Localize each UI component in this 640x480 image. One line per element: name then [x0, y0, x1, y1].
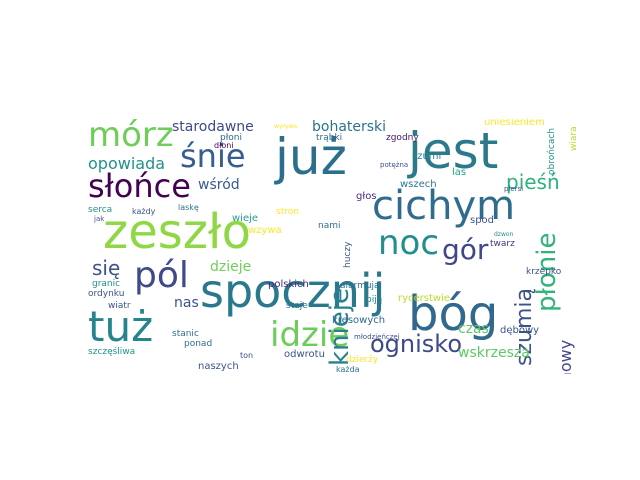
word-serca: serca — [88, 205, 113, 215]
word-twarz: twarz — [490, 239, 515, 249]
word-potezna: potężna — [380, 161, 409, 169]
word-nas: nas — [174, 295, 199, 311]
word-nami: nami — [318, 221, 341, 231]
word-spod: spod — [470, 215, 495, 226]
word-kazda: każda — [336, 365, 360, 374]
word-snie: śnie — [180, 137, 246, 175]
word-sie: się — [92, 256, 121, 280]
word-dzierzy: dzierży — [346, 355, 379, 365]
word-obroncach: obrońcach — [547, 128, 557, 176]
word-debowy: dębowy — [500, 325, 540, 336]
word-dzwon: dzwon — [494, 231, 514, 238]
word-bija: biją — [366, 295, 383, 305]
word-tuz: tuż — [88, 302, 154, 351]
word-wsrod: wśród — [198, 177, 240, 193]
word-piesn: pieśń — [506, 170, 560, 194]
word-wszech: wszech — [400, 179, 437, 190]
word-rycerstwie: rycerstwie — [398, 293, 451, 304]
word-ognisko: ognisko — [370, 330, 463, 358]
word-cichym: cichym — [372, 183, 516, 229]
word-juz: już — [275, 128, 347, 186]
word-glos: głos — [356, 191, 377, 202]
word-staje: staje — [286, 301, 308, 311]
word-stron: stron — [276, 207, 299, 217]
word-bog: bóg — [408, 286, 499, 342]
word-ploni: płoni — [220, 133, 242, 143]
word-huczy: huczy — [343, 242, 353, 269]
word-wiatr: wiatr — [108, 301, 131, 311]
word-wskrzesza: wskrzesza — [458, 345, 530, 361]
word-bohaterski: bohaterski — [312, 119, 387, 135]
word-trabki: trąbki — [316, 133, 343, 143]
word-czas: czas — [458, 321, 489, 337]
word-dloni: dłoni — [214, 141, 234, 150]
word-jak: jak — [94, 215, 105, 223]
word-krzepko: krzepko — [526, 267, 562, 277]
word-wzywa: wzywa — [248, 225, 282, 236]
word-spocznij: spocznij — [200, 264, 386, 318]
word-uniesieniem: uniesieniem — [484, 118, 545, 128]
word-zeszlo: zeszło — [103, 204, 251, 260]
word-gor: gór — [442, 233, 489, 266]
word-morz: mórz — [88, 118, 174, 155]
word-odwrotu: odwrotu — [284, 349, 325, 360]
word-noc: noc — [378, 223, 440, 263]
word-naszych: naszych — [198, 361, 239, 372]
word-druzynowy: drużynowy — [556, 340, 575, 374]
word-kazdy: każdy — [132, 207, 156, 216]
word-wieje: wieje — [232, 213, 259, 224]
word-wyrywa: wyrywa — [274, 123, 298, 130]
word-ordynku: ordynku — [88, 289, 125, 299]
word-las: las — [452, 167, 467, 178]
word-starodawne: starodawne — [172, 119, 254, 135]
word-jest: jest — [408, 122, 499, 180]
word-pol: pól — [134, 255, 189, 296]
word-cloud: już jest zeszło spocznij bóg tuż cichym … — [88, 118, 576, 374]
word-piersi: piersi — [504, 185, 524, 193]
word-polskich: polskich — [268, 279, 309, 290]
word-granic: granic — [92, 279, 121, 289]
word-alarmuja: alarmują — [340, 281, 380, 291]
word-szczesliwa: szczęśliwa — [88, 347, 136, 357]
word-dzieje: dzieje — [210, 259, 252, 275]
word-stanic: stanic — [172, 329, 199, 339]
word-kresowych: kresowych — [332, 315, 386, 326]
word-zgodny: zgodny — [386, 133, 419, 143]
word-wiara: wiara — [569, 126, 576, 151]
word-ponad: ponad — [184, 339, 213, 349]
word-laske: laskę — [178, 203, 199, 212]
word-opowiada: opowiada — [88, 154, 166, 173]
word-szumi: szumi — [412, 151, 442, 162]
word-ton: ton — [240, 351, 254, 360]
word-idzie: idzie — [270, 315, 350, 355]
word-slonce: słońce — [88, 167, 191, 205]
word-mlodzienczej: młodzieńczej — [354, 333, 400, 341]
